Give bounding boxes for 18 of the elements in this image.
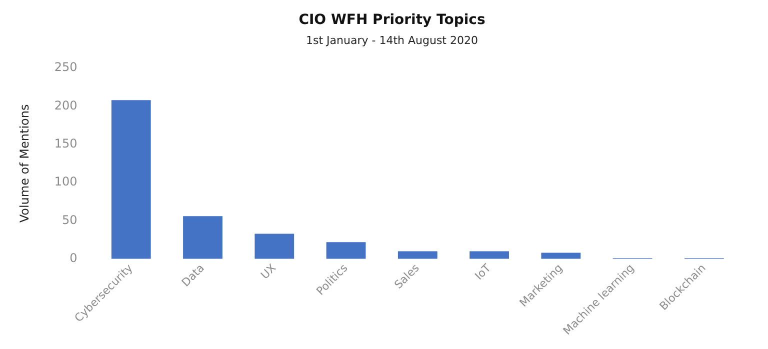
bar [254, 234, 294, 259]
bar [111, 100, 151, 259]
x-tick-label: UX [258, 261, 279, 282]
y-axis-title: Volume of Mentions [17, 104, 32, 223]
bar [326, 242, 366, 259]
y-tick-label: 0 [70, 251, 78, 266]
y-tick-label: 100 [54, 174, 78, 189]
chart-subtitle: 1st January - 14th August 2020 [305, 34, 479, 47]
bar [398, 251, 438, 259]
y-tick-label: 150 [54, 136, 78, 150]
bar [470, 251, 509, 259]
bar [541, 252, 581, 259]
bar [183, 216, 222, 259]
y-tick-label: 50 [62, 212, 78, 227]
chart-title: CIO WFH Priority Topics [298, 12, 486, 28]
x-tick-label: IoT [472, 261, 494, 283]
y-tick-label: 200 [54, 98, 78, 112]
y-tick-label: 250 [54, 60, 78, 74]
